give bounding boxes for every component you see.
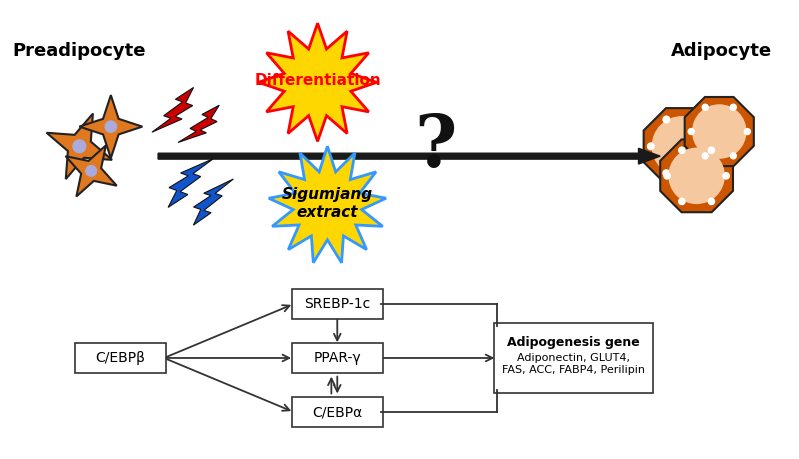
Text: Differentiation: Differentiation [254, 73, 381, 88]
Circle shape [678, 198, 685, 205]
Circle shape [105, 121, 117, 132]
Text: Sigumjang
extract: Sigumjang extract [282, 187, 373, 219]
Polygon shape [193, 179, 233, 225]
FancyArrow shape [158, 148, 660, 164]
Circle shape [652, 117, 711, 176]
Polygon shape [178, 105, 219, 142]
FancyBboxPatch shape [292, 343, 383, 373]
Text: Adipogenesis gene: Adipogenesis gene [507, 336, 640, 349]
Text: Adiponectin, GLUT4,
FAS, ACC, FABP4, Perilipin: Adiponectin, GLUT4, FAS, ACC, FABP4, Per… [502, 353, 645, 375]
Circle shape [694, 116, 701, 123]
Circle shape [702, 153, 708, 159]
Text: PPAR-γ: PPAR-γ [313, 351, 361, 365]
Polygon shape [152, 87, 193, 132]
Polygon shape [644, 108, 720, 185]
Circle shape [669, 148, 724, 203]
Circle shape [708, 198, 714, 205]
FancyBboxPatch shape [292, 289, 383, 319]
FancyBboxPatch shape [75, 343, 166, 373]
Circle shape [730, 153, 736, 159]
Circle shape [663, 170, 670, 176]
Polygon shape [46, 113, 112, 179]
Circle shape [708, 147, 714, 153]
Circle shape [710, 143, 716, 150]
Polygon shape [259, 23, 376, 141]
Circle shape [678, 147, 685, 153]
Circle shape [73, 140, 85, 153]
Circle shape [723, 173, 729, 179]
Text: C/EBPα: C/EBPα [312, 405, 363, 419]
FancyBboxPatch shape [495, 323, 653, 393]
Circle shape [688, 129, 694, 134]
Circle shape [745, 129, 750, 134]
Text: ?: ? [415, 111, 457, 182]
Polygon shape [268, 146, 386, 263]
Polygon shape [66, 146, 117, 196]
Text: C/EBPβ: C/EBPβ [96, 351, 145, 365]
Text: Adipocyte: Adipocyte [670, 42, 772, 60]
Circle shape [693, 105, 745, 158]
Circle shape [85, 166, 97, 176]
Polygon shape [660, 140, 733, 212]
Text: SREBP-1c: SREBP-1c [304, 297, 371, 311]
Circle shape [702, 104, 708, 110]
Circle shape [647, 143, 654, 150]
Polygon shape [685, 97, 753, 166]
Circle shape [664, 173, 670, 179]
FancyBboxPatch shape [292, 397, 383, 427]
Circle shape [730, 104, 736, 110]
Circle shape [663, 116, 670, 123]
Polygon shape [79, 95, 142, 158]
Text: Preadipocyte: Preadipocyte [13, 42, 146, 60]
Polygon shape [168, 158, 213, 207]
Circle shape [694, 170, 701, 176]
